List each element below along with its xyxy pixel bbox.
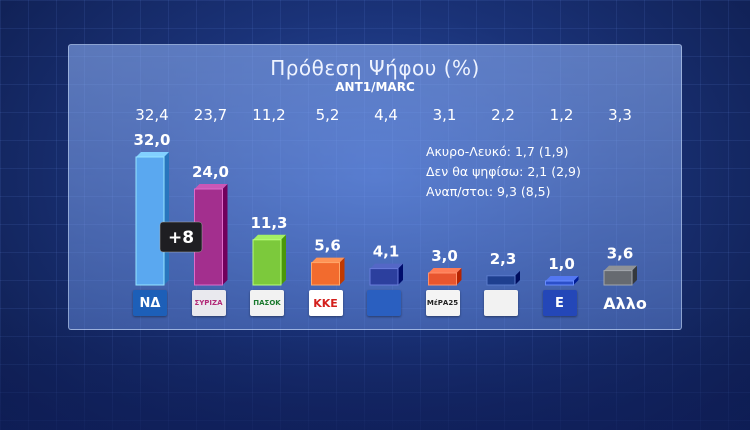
previous-value-label: 1,2	[550, 106, 574, 124]
bar-5	[428, 272, 457, 286]
diff-badge	[159, 221, 203, 253]
previous-value-label: 4,4	[374, 106, 398, 124]
bar-top	[487, 270, 520, 276]
bar-side	[456, 268, 462, 285]
bar-3	[311, 262, 340, 286]
bar-2	[252, 239, 282, 286]
chart-title: Πρόθεση Ψήφου (%)	[270, 56, 480, 80]
bar-top	[370, 263, 403, 269]
info-line-not-voting: Δεν θα ψηφίσω: 2,1 (2,9)	[426, 164, 581, 179]
category-label-other: Αλλο	[603, 293, 647, 313]
party-logo-icon	[367, 290, 401, 316]
bar-value-label: 3,6	[607, 245, 634, 263]
bar-side	[281, 234, 286, 285]
previous-value-label: 32,4	[135, 106, 168, 124]
bar-top	[253, 234, 286, 240]
bar-value-label: 4,1	[373, 243, 400, 261]
previous-value-label: 11,2	[252, 106, 285, 124]
bar-top	[604, 265, 637, 271]
info-line-undecided: Αναπ/στοι: 9,3 (8,5)	[426, 184, 551, 199]
bar-8	[603, 270, 633, 286]
bar-value-label: 24,0	[192, 163, 229, 181]
party-logo-icon: ΠΑΣΟΚ	[250, 290, 284, 316]
diff-badge-label: +8	[168, 228, 194, 248]
party-logo-icon: ΣΥΡΙΖΑ	[191, 290, 226, 316]
party-logo-icon: ΜέΡΑ25	[425, 290, 460, 316]
party-logo-icon: ΝΔ	[133, 290, 167, 316]
previous-value-label: 3,3	[608, 106, 632, 124]
bar-side	[222, 184, 228, 285]
bar-4	[369, 268, 399, 286]
party-logo-icon: Ε	[542, 290, 577, 316]
bar-6	[486, 275, 516, 286]
party-logo-icon	[484, 290, 518, 316]
info-line-blank-votes: Ακυρο-Λευκό: 1,7 (1,9)	[426, 144, 569, 159]
party-logo-icon: ΚΚΕ	[308, 290, 343, 316]
bar-side	[398, 263, 403, 285]
background-blocks	[0, 310, 750, 430]
bar-top	[311, 257, 345, 263]
bar-0	[135, 156, 165, 286]
bar-value-label: 32,0	[133, 131, 170, 149]
previous-value-label: 3,1	[433, 106, 457, 124]
bar-side	[515, 270, 520, 285]
bar-value-label: 11,3	[250, 214, 287, 232]
previous-value-label: 23,7	[194, 106, 227, 124]
bar-top	[428, 268, 462, 273]
bar-top	[545, 276, 579, 281]
bar-side	[164, 152, 169, 285]
bar-value-label: 1,0	[548, 255, 575, 273]
bar-side	[339, 257, 345, 285]
previous-value-label: 5,2	[316, 106, 340, 124]
previous-value-label: 2,2	[491, 106, 515, 124]
bar-value-label: 5,6	[314, 237, 341, 255]
info-block: Ακυρο-Λευκό: 1,7 (1,9) Δεν θα ψηφίσω: 2,…	[426, 142, 581, 202]
bar-value-label: 3,0	[431, 247, 458, 265]
chart-subtitle: ANT1/MARC	[335, 80, 415, 94]
bar-top	[136, 152, 169, 157]
bar-top	[194, 184, 228, 189]
bar-value-label: 2,3	[490, 250, 517, 268]
bar-side	[632, 265, 637, 285]
bar-side	[573, 276, 579, 285]
bar-7	[545, 280, 574, 286]
